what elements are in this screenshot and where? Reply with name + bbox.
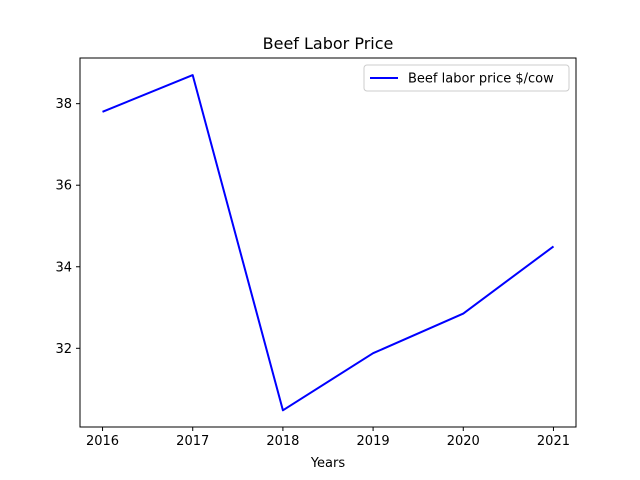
series-line — [102, 74, 555, 412]
y-tick-label: 38 — [55, 97, 72, 112]
y-tick-label: 34 — [55, 260, 72, 275]
y-tick-label: 32 — [55, 342, 72, 357]
x-tick-label: 2017 — [176, 434, 209, 449]
x-tick-label: 2016 — [86, 434, 119, 449]
x-tick-label: 2020 — [447, 434, 480, 449]
axes-frame — [79, 57, 577, 428]
x-tick-label: 2019 — [357, 434, 390, 449]
legend-box — [363, 64, 570, 92]
legend-label: Beef labor price $/cow — [408, 72, 554, 87]
y-tick-label: 36 — [55, 179, 72, 194]
x-tick-label: 2021 — [537, 434, 570, 449]
plot-area: 2016 2017 2018 2019 2020 2021 32 34 36 38 Beef lab… — [55, 57, 577, 449]
x-tick-label: 2018 — [266, 434, 299, 449]
chart-title: Beef Labor Price — [263, 34, 394, 53]
x-axis-label: Years — [310, 456, 346, 471]
